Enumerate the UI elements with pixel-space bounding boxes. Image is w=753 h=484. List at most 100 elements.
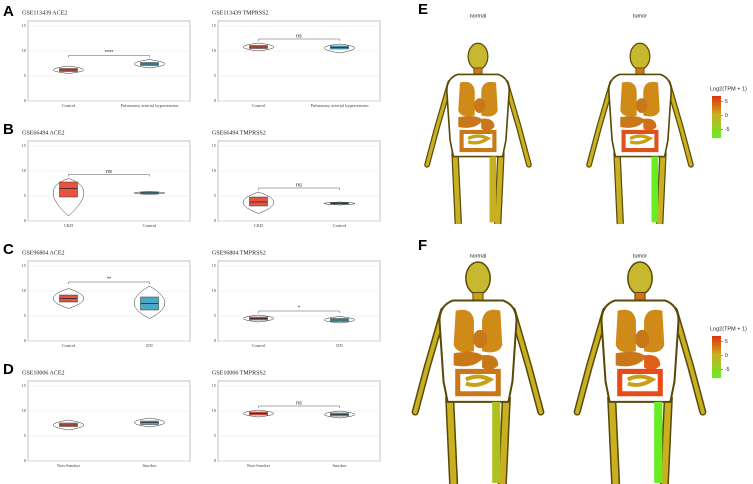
y-tick-label: 0 xyxy=(24,458,27,463)
chart-title: GSE10006 TMPRSS2 xyxy=(212,370,266,376)
panel-label: B xyxy=(3,121,14,138)
panel-title: tumor xyxy=(633,253,647,259)
chart-title: GSE113439 TMPRSS2 xyxy=(212,10,269,16)
significance-bracket xyxy=(68,281,150,284)
plot-area xyxy=(27,380,191,462)
significance-label: ns xyxy=(296,33,302,39)
colorbar-tick-label: 0 xyxy=(725,113,728,119)
colorbar xyxy=(712,336,721,378)
significance-bracket xyxy=(68,55,150,58)
panel-label: E xyxy=(418,1,428,18)
chart-title: GSE96804 TMPRSS2 xyxy=(212,250,266,256)
colorbar-tick-label: 0 xyxy=(725,353,728,359)
x-tick-label: DN xyxy=(146,343,153,348)
y-tick-label: 10 xyxy=(212,168,217,173)
box xyxy=(249,196,268,207)
y-tick-label: 0 xyxy=(214,338,217,343)
chart-title: GSE96804 ACE2 xyxy=(22,250,65,256)
body-diagram xyxy=(427,43,529,224)
y-tick-label: 15 xyxy=(212,383,217,388)
plot-area xyxy=(217,380,381,462)
x-tick-label: CKD xyxy=(254,223,264,228)
y-tick-label: 0 xyxy=(24,98,27,103)
plot-area xyxy=(217,20,381,102)
significance-bracket xyxy=(68,174,150,177)
y-tick-label: 15 xyxy=(212,143,217,148)
y-tick-label: 0 xyxy=(214,218,217,223)
panel-label: F xyxy=(418,237,427,254)
x-tick-label: CKD xyxy=(64,223,74,228)
y-tick-label: 15 xyxy=(22,23,27,28)
significance-bracket xyxy=(258,405,340,408)
x-tick-label: Control xyxy=(252,343,267,348)
significance-label: ns xyxy=(296,400,302,406)
y-tick-label: 10 xyxy=(22,288,27,293)
panel-title: normal xyxy=(470,253,487,259)
y-tick-label: 5 xyxy=(214,73,217,78)
colorbar-tick-label: -5 xyxy=(725,127,730,133)
panel-title: normal xyxy=(470,13,487,19)
panel-label: C xyxy=(3,241,14,258)
chart-title: GSE66494 ACE2 xyxy=(22,130,65,136)
chart-title: GSE113439 ACE2 xyxy=(22,10,67,16)
panel-title: tumor xyxy=(633,13,647,19)
body-diagram xyxy=(415,262,541,484)
significance-label: ns xyxy=(106,169,112,175)
x-tick-label: Smoker xyxy=(333,463,348,468)
plot-area xyxy=(217,260,381,342)
colorbar-tick-label: 5 xyxy=(725,99,728,105)
y-tick-label: 5 xyxy=(24,73,27,78)
colorbar-tick-label: -5 xyxy=(725,367,730,373)
y-tick-label: 15 xyxy=(212,263,217,268)
x-tick-label: Control xyxy=(143,223,158,228)
y-tick-label: 5 xyxy=(214,313,217,318)
significance-bracket xyxy=(258,187,340,190)
body-diagram xyxy=(589,43,691,224)
chart-title: GSE66494 TMPRSS2 xyxy=(212,130,266,136)
y-tick-label: 0 xyxy=(214,458,217,463)
y-tick-label: 5 xyxy=(214,433,217,438)
y-tick-label: 15 xyxy=(212,23,217,28)
y-tick-label: 5 xyxy=(24,313,27,318)
y-tick-label: 10 xyxy=(212,408,217,413)
y-tick-label: 0 xyxy=(24,218,27,223)
legend-title: Log2(TPM + 1) xyxy=(710,86,747,92)
x-tick-label: Control xyxy=(62,103,77,108)
y-tick-label: 5 xyxy=(24,193,27,198)
y-tick-label: 15 xyxy=(22,143,27,148)
x-tick-label: Smoker xyxy=(143,463,158,468)
body-diagram xyxy=(577,262,703,484)
x-tick-label: Pulmonary arterial hypertension xyxy=(311,103,370,108)
plot-area xyxy=(27,20,191,102)
plot-area xyxy=(217,140,381,222)
box xyxy=(59,181,78,198)
x-tick-label: Control xyxy=(62,343,77,348)
significance-bracket xyxy=(258,310,340,313)
significance-bracket xyxy=(258,38,340,41)
colorbar xyxy=(712,96,721,138)
y-tick-label: 10 xyxy=(212,48,217,53)
x-tick-label: Non-Smoker xyxy=(247,463,271,468)
y-tick-label: 0 xyxy=(24,338,27,343)
plot-area xyxy=(27,140,191,222)
y-tick-label: 10 xyxy=(212,288,217,293)
y-tick-label: 10 xyxy=(22,168,27,173)
y-tick-label: 15 xyxy=(22,383,27,388)
x-tick-label: Non-Smoker xyxy=(57,463,81,468)
plot-area xyxy=(27,260,191,342)
x-tick-label: Control xyxy=(252,103,267,108)
chart-title: GSE10006 ACE2 xyxy=(22,370,65,376)
significance-label: * xyxy=(298,305,301,311)
panel-label: A xyxy=(3,3,14,20)
y-tick-label: 0 xyxy=(214,98,217,103)
y-tick-label: 10 xyxy=(22,408,27,413)
significance-label: ** xyxy=(107,276,112,282)
y-tick-label: 5 xyxy=(24,433,27,438)
panel-label: D xyxy=(3,361,14,378)
legend-title: Log2(TPM + 1) xyxy=(710,326,747,332)
x-tick-label: Control xyxy=(333,223,348,228)
x-tick-label: Pulmonary arterial hypertension xyxy=(121,103,180,108)
x-tick-label: DN xyxy=(336,343,343,348)
y-tick-label: 15 xyxy=(22,263,27,268)
